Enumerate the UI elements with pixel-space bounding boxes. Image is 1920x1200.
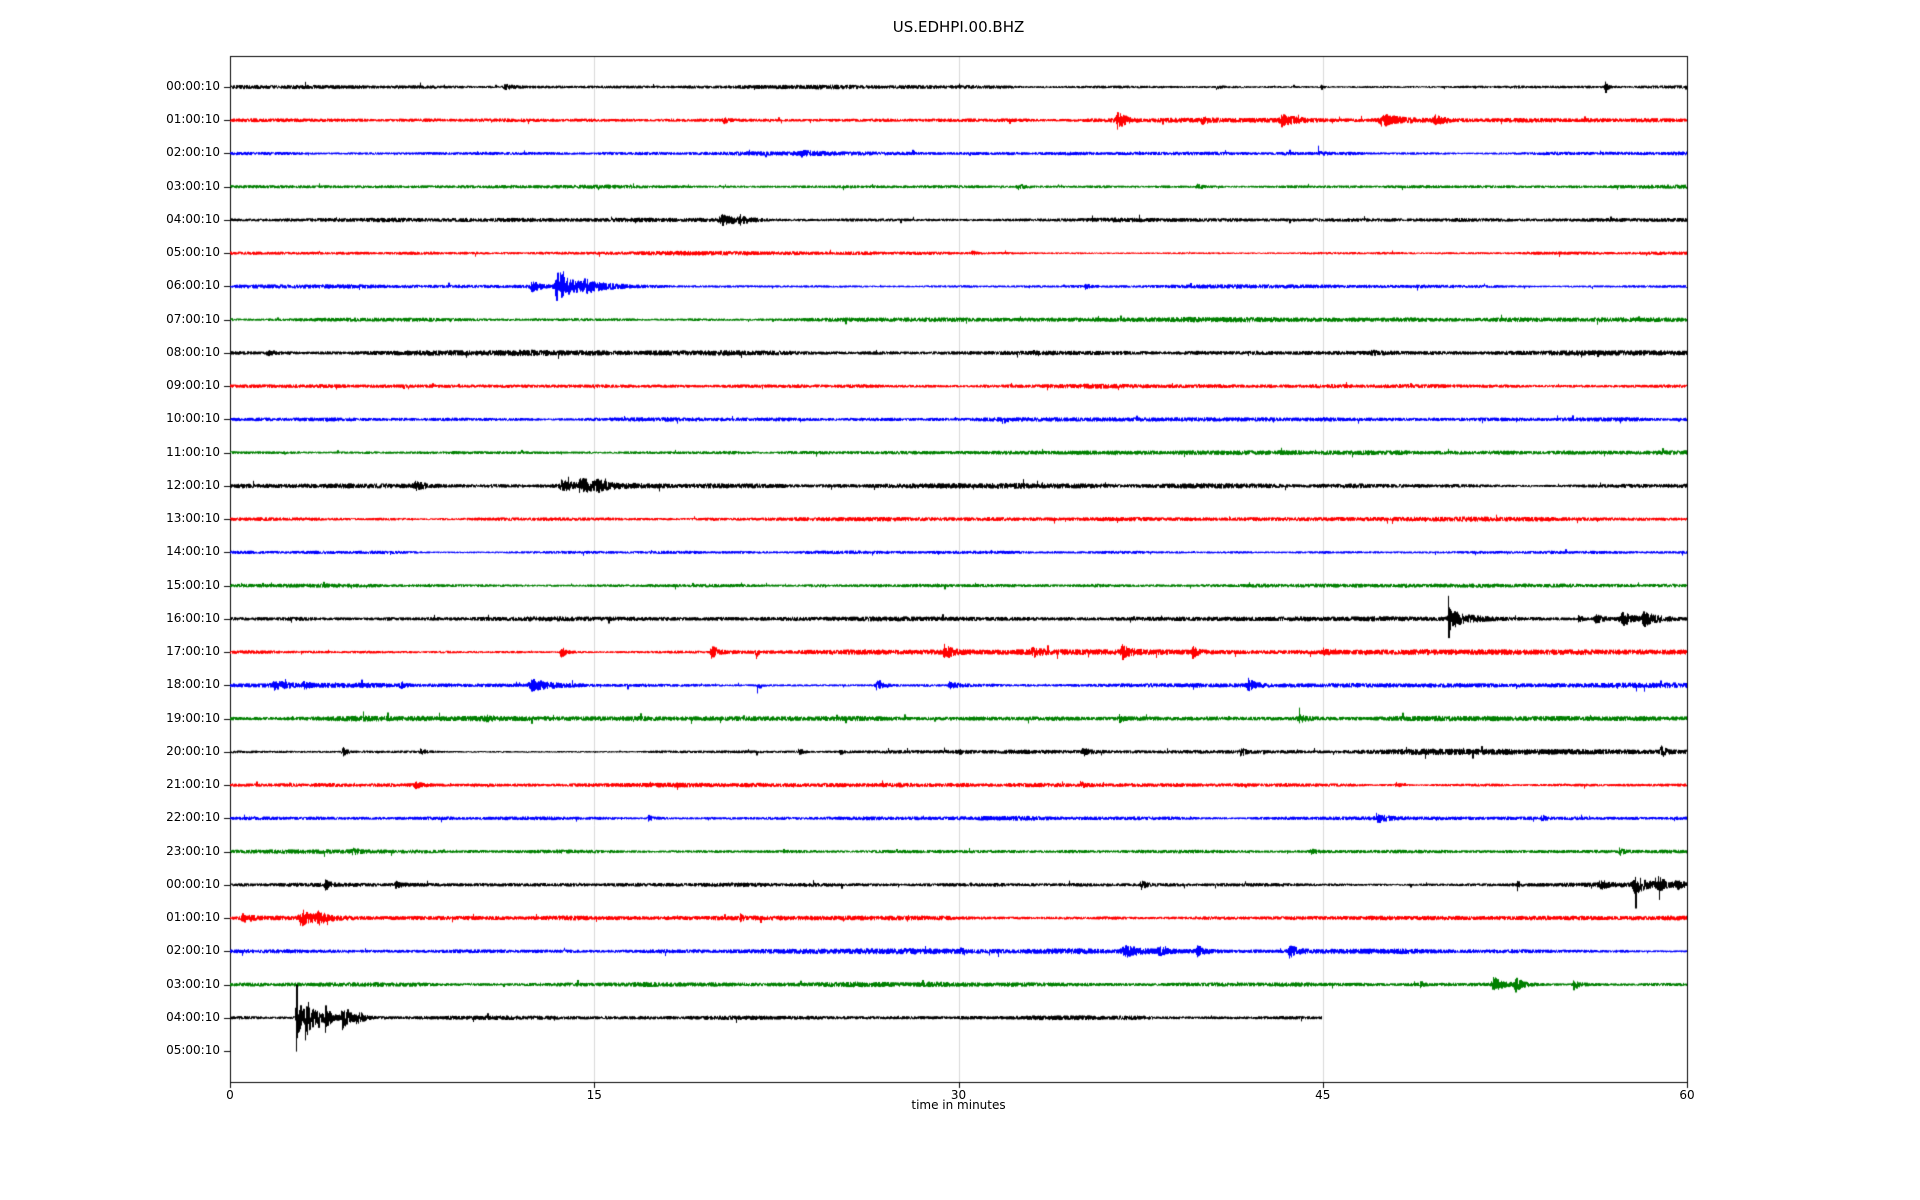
x-tick-label: 45: [1315, 1088, 1331, 1102]
row-time-label: 13:00:10: [166, 511, 220, 526]
x-tick-label: 0: [226, 1088, 234, 1102]
row-time-label: 21:00:10: [166, 777, 220, 792]
row-time-label: 10:00:10: [166, 411, 220, 426]
row-time-label: 03:00:10: [166, 178, 220, 193]
row-time-label: 09:00:10: [166, 378, 220, 393]
row-time-label: 17:00:10: [166, 644, 220, 659]
row-time-label: 04:00:10: [166, 1009, 220, 1024]
row-time-label: 12:00:10: [166, 477, 220, 492]
row-time-label: 07:00:10: [166, 311, 220, 326]
x-tick-label: 30: [950, 1088, 967, 1102]
row-time-label: 11:00:10: [166, 444, 220, 459]
row-time-label: 23:00:10: [166, 843, 220, 858]
row-time-label: 05:00:10: [166, 1043, 220, 1057]
x-tick-label: 15: [586, 1088, 602, 1102]
row-time-label: 00:00:10: [166, 79, 220, 93]
row-time-label: 02:00:10: [166, 145, 220, 160]
row-time-label: 22:00:10: [166, 810, 220, 825]
x-tick-label: 60: [1679, 1088, 1695, 1102]
row-time-label: 18:00:10: [166, 677, 220, 692]
row-time-label: 01:00:10: [166, 910, 220, 925]
row-time-label: 01:00:10: [166, 112, 220, 127]
x-axis-label: time in minutes: [911, 1098, 1006, 1112]
row-time-label: 14:00:10: [166, 544, 220, 559]
row-time-label: 05:00:10: [166, 245, 220, 260]
row-time-label: 08:00:10: [166, 344, 220, 359]
row-time-label: 00:00:10: [166, 876, 220, 891]
row-time-label: 19:00:10: [166, 710, 220, 725]
row-time-label: 02:00:10: [166, 943, 220, 958]
row-time-label: 16:00:10: [166, 610, 220, 625]
row-time-label: 06:00:10: [166, 278, 220, 293]
row-time-label: 15:00:10: [166, 577, 220, 592]
chart-title: US.EDHPI.00.BHZ: [892, 18, 1025, 36]
row-time-label: 03:00:10: [166, 976, 220, 991]
row-time-label: 04:00:10: [166, 211, 220, 226]
row-time-label: 20:00:10: [166, 743, 220, 758]
